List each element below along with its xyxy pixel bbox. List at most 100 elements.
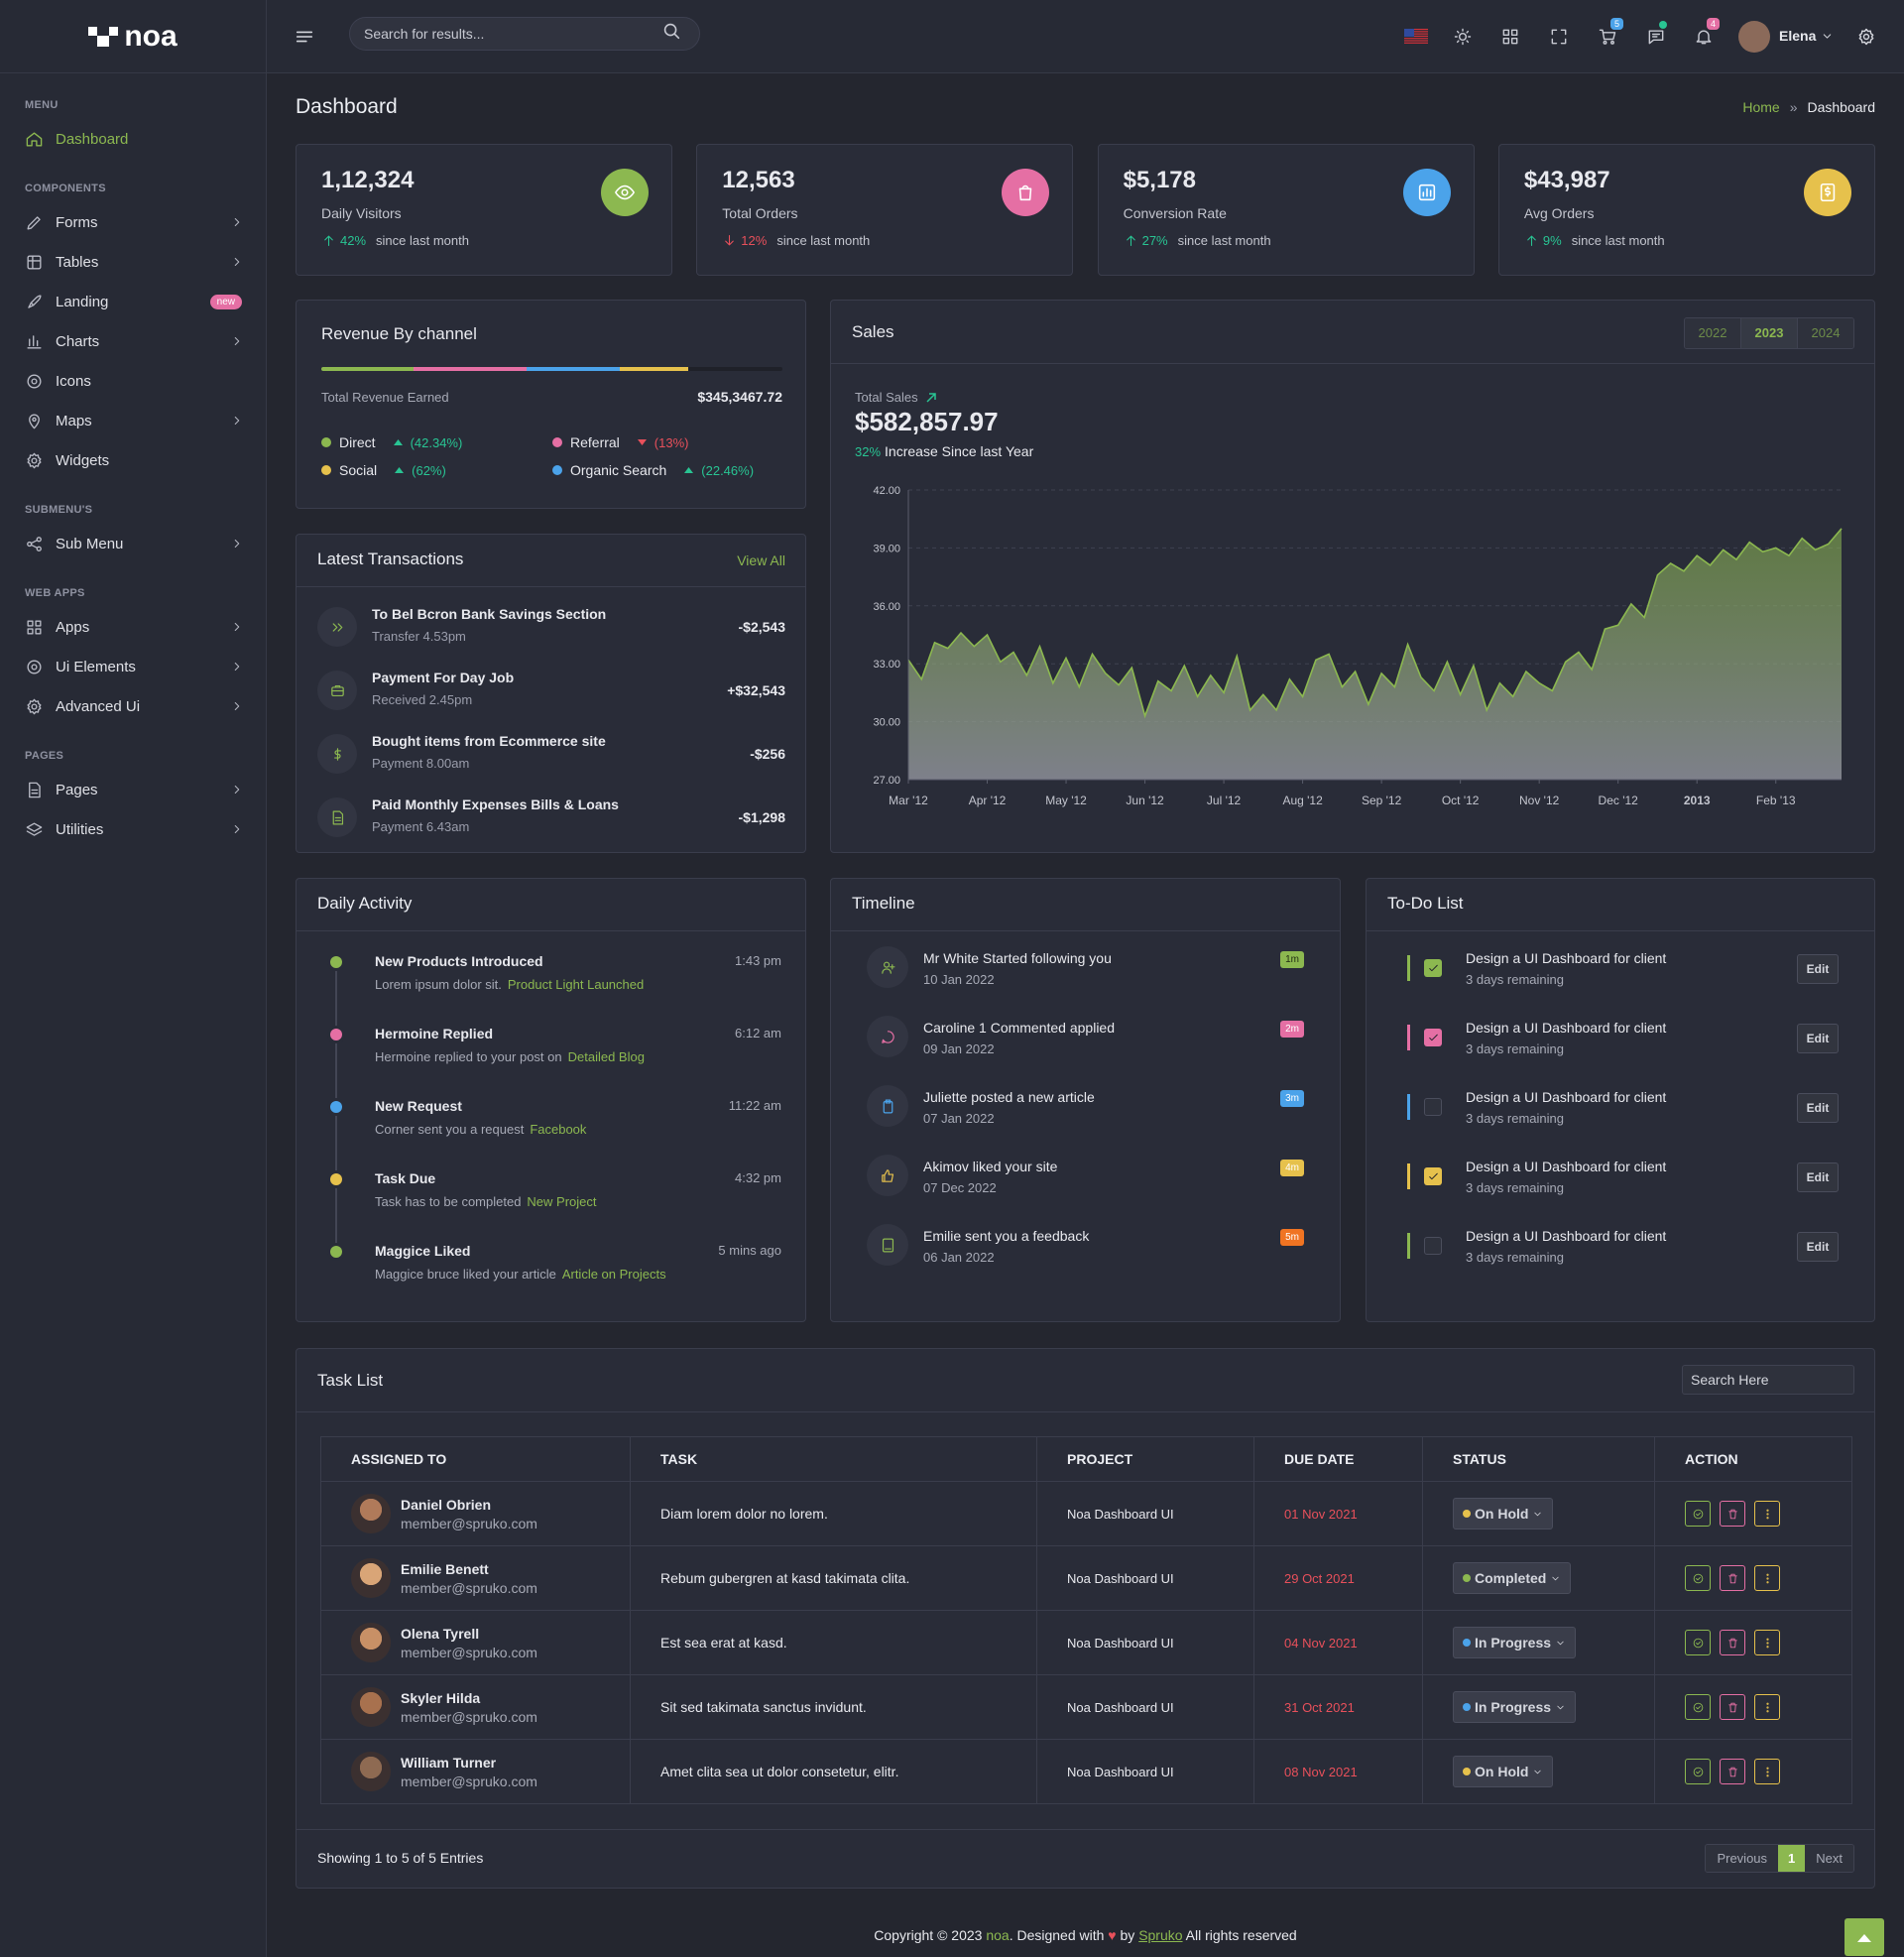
icon-shape [26,131,43,147]
action-button[interactable] [1685,1501,1711,1527]
status-button[interactable]: In Progress [1453,1691,1577,1723]
edit-button[interactable]: Edit [1797,1093,1839,1123]
edit-button[interactable]: Edit [1797,1232,1839,1262]
nav-item[interactable]: Pages [0,770,266,809]
nav-item[interactable]: Widgets [0,440,266,480]
action-button[interactable] [1685,1630,1711,1655]
breadcrumb-separator: » [1789,99,1798,115]
timeline-text: Mr White Started following you [923,950,1112,966]
status-button[interactable]: On Hold [1453,1498,1554,1529]
nav-item[interactable]: Utilities [0,809,266,849]
activity-dot [330,956,342,968]
icon-shape [1765,1774,1769,1776]
activity-link[interactable]: Detailed Blog [567,1049,645,1064]
icon-shape [1454,28,1472,46]
page-button[interactable]: Next [1805,1845,1853,1872]
page-button[interactable]: Previous [1706,1845,1779,1872]
timeline-badge: 1m [1280,951,1304,968]
icon [1727,1509,1737,1519]
action-button[interactable] [1754,1694,1780,1720]
nav-item[interactable]: Advanced Ui [0,686,266,726]
channel-dot [552,437,562,447]
nav-item[interactable]: Icons [0,361,266,401]
icon-shape [27,373,42,389]
user-avatar[interactable] [1738,21,1770,53]
action-button[interactable] [1754,1501,1780,1527]
nav-item[interactable]: Landing new [0,282,266,321]
todo-checkbox[interactable] [1424,1237,1442,1255]
due-cell: 08 Nov 2021 [1253,1739,1423,1804]
page-button[interactable]: 1 [1778,1845,1806,1872]
action-button[interactable] [1720,1759,1745,1784]
icon [1428,1172,1438,1179]
nav-item[interactable]: Forms [0,202,266,242]
action-button[interactable] [1685,1565,1711,1591]
status-button[interactable]: On Hold [1453,1756,1554,1787]
status-button[interactable]: Completed [1453,1562,1572,1594]
todo-checkbox[interactable] [1424,959,1442,977]
transactions-card: Latest Transactions View All To Bel Bcron … [296,534,806,853]
icon-shape [330,685,344,696]
x-tick-label: Aug '12 [1282,794,1323,807]
action-button[interactable] [1720,1694,1745,1720]
status-button[interactable]: In Progress [1453,1627,1577,1658]
activity-link[interactable]: Product Light Launched [507,977,645,992]
footer-company[interactable]: Spruko [1138,1927,1183,1943]
nav-item[interactable]: Charts [0,321,266,361]
icon-shape [330,684,344,691]
nav-item[interactable]: Sub Menu [0,524,266,563]
status-label: In Progress [1475,1635,1552,1651]
icon-shape [1551,29,1567,45]
todo-marker [1407,1025,1410,1050]
timeline-badge: 5m [1280,1229,1304,1246]
todo-checkbox[interactable] [1424,1167,1442,1185]
todo-checkbox[interactable] [1424,1098,1442,1116]
action-button[interactable] [1685,1694,1711,1720]
scroll-top-button[interactable] [1844,1918,1884,1956]
action-button[interactable] [1754,1759,1780,1784]
user-name[interactable]: Elena [1779,28,1817,44]
activity-link[interactable]: Article on Projects [561,1267,666,1282]
activity-link[interactable]: Facebook [530,1122,587,1137]
channel-arrow [395,467,405,473]
nav-item[interactable]: Tables [0,242,266,282]
edit-button[interactable]: Edit [1797,1162,1839,1192]
action-button[interactable] [1685,1759,1711,1784]
todo-checkbox[interactable] [1424,1029,1442,1046]
edit-button[interactable]: Edit [1797,954,1839,984]
icon [234,786,240,794]
activity-title: Task Due [375,1170,436,1186]
action-button[interactable] [1720,1630,1745,1655]
task-search[interactable]: Search Here [1682,1365,1854,1395]
footer-brand[interactable]: noa [986,1927,1010,1943]
year-tab[interactable]: 2024 [1797,318,1853,348]
flag-icon [1404,29,1428,44]
icon [29,782,41,797]
revenue-bar-segment [527,367,620,371]
total-sales-value: $582,857.97 [855,407,999,436]
year-tab[interactable]: 2022 [1685,318,1740,348]
todo-text: Design a UI Dashboard for client [1466,950,1667,966]
nav-item[interactable]: Dashboard [0,119,266,159]
action-button[interactable] [1720,1565,1745,1591]
icon-shape [35,619,42,627]
channel-change: (22.46%) [701,462,755,478]
nav-item[interactable]: Ui Elements [0,647,266,686]
logo[interactable]: noa [0,0,266,73]
edit-button[interactable]: Edit [1797,1024,1839,1053]
nav-item[interactable]: Maps [0,401,266,440]
task-cell: Rebum gubergren at kasd takimata clita. [630,1545,1037,1611]
view-all[interactable]: View All [737,552,785,568]
footer-text: All rights reserved [1185,1927,1297,1943]
timeline-text: Emilie sent you a feedback [923,1228,1090,1244]
breadcrumb-link[interactable]: Home [1742,99,1780,115]
action-button[interactable] [1720,1501,1745,1527]
nav-item[interactable]: Apps [0,607,266,647]
action-button[interactable] [1754,1630,1780,1655]
search-box[interactable]: Search for results... [349,17,700,51]
year-tab[interactable]: 2023 [1740,318,1797,348]
action-button[interactable] [1754,1565,1780,1591]
icon-shape [1824,185,1831,197]
activity-link[interactable]: New Project [527,1194,597,1209]
